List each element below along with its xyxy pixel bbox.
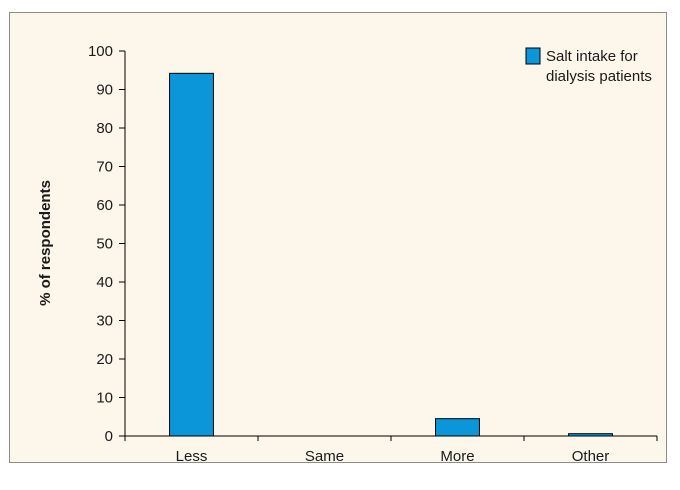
y-tick-label: 70: [96, 159, 113, 176]
y-tick-label: 100: [88, 43, 113, 60]
legend-label: Salt intake for dialysis patients: [546, 48, 652, 85]
y-tick-label: 40: [96, 274, 113, 291]
legend-label-line-1: Salt intake for: [546, 48, 638, 65]
bars: [169, 72, 613, 437]
y-axis-title: % of respondents: [37, 180, 54, 306]
x-category-label: Less: [176, 448, 208, 465]
y-tick-label: 80: [96, 120, 113, 137]
y-tick-label: 90: [96, 82, 113, 99]
chart-frame: [9, 12, 667, 463]
y-tick-label: 20: [96, 351, 113, 368]
x-category-label: More: [440, 448, 474, 465]
bar-less: [169, 72, 214, 437]
y-axis-ticks: 0 10 20 30 40 50 60 70 80 90 100: [88, 43, 125, 445]
x-category-label: Other: [572, 448, 610, 465]
y-tick-label: 0: [105, 428, 113, 445]
x-category-label: Same: [305, 448, 344, 465]
bar-more: [435, 418, 480, 437]
y-tick-label: 50: [96, 236, 113, 253]
y-tick-label: 10: [96, 390, 113, 407]
y-tick-label: 60: [96, 197, 113, 214]
legend-label-line-2: dialysis patients: [546, 68, 652, 85]
legend: Salt intake for dialysis patients: [525, 47, 652, 85]
y-tick-label: 30: [96, 313, 113, 330]
legend-swatch: [525, 47, 541, 65]
x-axis-ticks: Less Same More Other: [124, 436, 658, 465]
